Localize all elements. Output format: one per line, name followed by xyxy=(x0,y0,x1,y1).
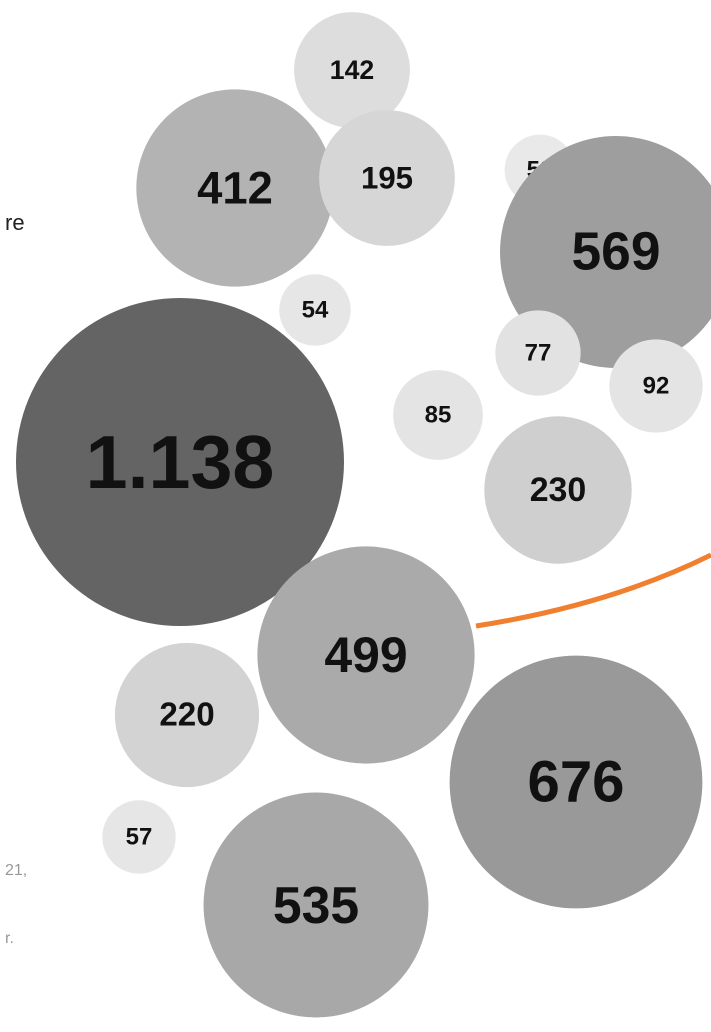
bubble xyxy=(449,655,703,909)
bubble xyxy=(279,274,351,346)
accent-arc xyxy=(475,552,711,629)
bubble-value-label: 535 xyxy=(273,876,359,934)
bubble xyxy=(495,310,581,396)
bubble xyxy=(609,339,703,433)
bubble-value-label: 77 xyxy=(525,340,552,367)
bubble-value-label: 230 xyxy=(530,471,587,509)
bubble-value-label: 92 xyxy=(643,373,670,400)
bubble-value-label: 676 xyxy=(528,750,625,815)
cut-off-source-fragment-end: r. xyxy=(5,930,14,947)
bubble xyxy=(257,546,475,764)
bubble xyxy=(294,12,410,128)
bubble xyxy=(319,110,455,246)
bubble-value-label: 142 xyxy=(330,55,374,85)
bubble xyxy=(16,298,344,626)
bubble-value-label: 85 xyxy=(425,402,452,429)
bubble-value-label: 54 xyxy=(302,297,329,324)
bubble xyxy=(203,792,429,1018)
bubble-value-label: 1.138 xyxy=(86,420,275,504)
bubble-value-label: 412 xyxy=(197,163,273,214)
cut-off-text-fragment: re xyxy=(5,210,25,235)
bubble-value-label: 57 xyxy=(126,824,153,851)
bubble-value-label: 195 xyxy=(361,161,413,196)
bubble xyxy=(114,642,260,788)
bubble-value-label: 220 xyxy=(159,697,214,734)
cut-off-source-fragment: 21, xyxy=(5,862,28,879)
bubble-value-label: 569 xyxy=(572,223,661,282)
bubble xyxy=(500,136,711,368)
bubble xyxy=(393,370,483,460)
bubble-value-label: 499 xyxy=(324,627,407,683)
bubble xyxy=(484,416,632,564)
bubble xyxy=(102,800,176,874)
bubble xyxy=(136,89,334,287)
